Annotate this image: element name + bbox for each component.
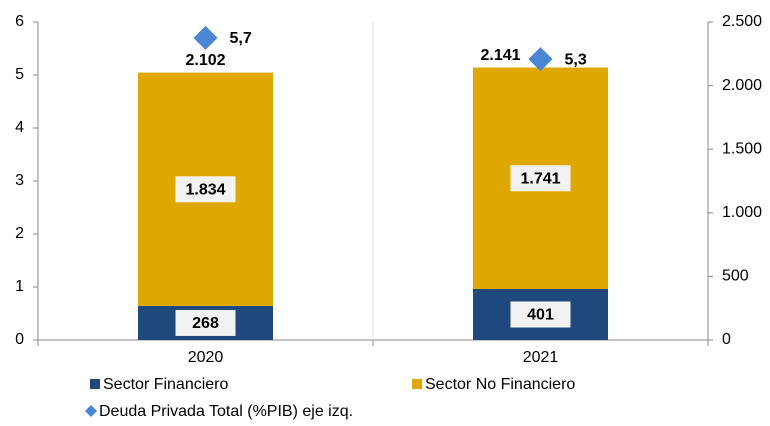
y2-tick-label: 2.000 (722, 77, 762, 94)
y-tick-label: 0 (15, 331, 24, 348)
data-label: 401 (527, 307, 554, 324)
x-tick-label: 2020 (188, 349, 224, 366)
y2-tick-label: 2.500 (722, 13, 762, 30)
legend-swatch (90, 379, 100, 389)
total-label: 2.102 (185, 52, 225, 69)
x-tick-label: 2021 (523, 349, 559, 366)
y-tick-label: 3 (15, 172, 24, 189)
y-tick-label: 2 (15, 225, 24, 242)
data-label: 5,7 (230, 30, 252, 47)
y2-tick-label: 1.000 (722, 204, 762, 221)
y-tick-label: 1 (15, 278, 24, 295)
data-label: 5,3 (565, 51, 587, 68)
y2-tick-label: 0 (722, 331, 731, 348)
label-box (175, 309, 236, 336)
total-label: 2.141 (480, 47, 520, 64)
y2-tick-label: 1.500 (722, 140, 762, 157)
y-tick-label: 6 (15, 13, 24, 30)
y2-tick-label: 500 (722, 268, 749, 285)
y-tick-label: 4 (15, 119, 24, 136)
data-label: 1.741 (520, 170, 560, 187)
legend-label: Sector No Financiero (425, 376, 575, 393)
label-box (510, 165, 571, 192)
y-tick-label: 5 (15, 66, 24, 83)
data-label: 268 (192, 315, 219, 332)
legend-marker (85, 405, 97, 417)
legend-label: Deuda Privada Total (%PIB) eje izq. (99, 403, 353, 420)
label-box (510, 301, 571, 328)
diamond-marker (528, 47, 553, 72)
label-box (175, 176, 236, 203)
legend-swatch (412, 379, 422, 389)
diamond-marker (193, 25, 218, 50)
legend-label: Sector Financiero (103, 376, 228, 393)
data-label: 1.834 (185, 181, 225, 198)
